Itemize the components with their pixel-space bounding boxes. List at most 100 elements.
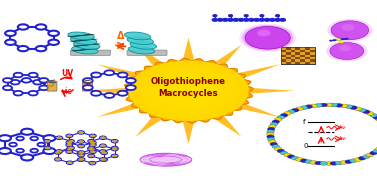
- Bar: [296, 57, 300, 59]
- Circle shape: [300, 159, 308, 163]
- Circle shape: [112, 148, 117, 150]
- Circle shape: [336, 39, 339, 41]
- Circle shape: [350, 159, 357, 163]
- Circle shape: [315, 161, 322, 165]
- FancyBboxPatch shape: [83, 81, 92, 91]
- Ellipse shape: [128, 46, 155, 54]
- Circle shape: [305, 105, 313, 108]
- Circle shape: [89, 150, 96, 153]
- Circle shape: [370, 113, 377, 117]
- Bar: [296, 62, 300, 64]
- Circle shape: [375, 147, 377, 151]
- Circle shape: [112, 155, 117, 157]
- Bar: [305, 52, 310, 55]
- Circle shape: [66, 134, 73, 138]
- Circle shape: [296, 158, 303, 161]
- Ellipse shape: [124, 32, 151, 40]
- Circle shape: [366, 153, 374, 157]
- Circle shape: [104, 93, 114, 98]
- Bar: [291, 55, 296, 57]
- Circle shape: [132, 62, 245, 119]
- Circle shape: [331, 21, 369, 40]
- Bar: [300, 57, 305, 59]
- Bar: [310, 62, 315, 64]
- Bar: [286, 52, 291, 55]
- Circle shape: [91, 72, 101, 77]
- Bar: [310, 47, 315, 50]
- Bar: [305, 47, 310, 50]
- Circle shape: [36, 24, 46, 30]
- Circle shape: [67, 151, 72, 153]
- Circle shape: [79, 158, 84, 160]
- Bar: [281, 47, 315, 64]
- Circle shape: [287, 155, 295, 159]
- Circle shape: [67, 144, 72, 146]
- Circle shape: [56, 158, 60, 160]
- Ellipse shape: [70, 37, 97, 45]
- Circle shape: [79, 145, 83, 147]
- Bar: [305, 50, 310, 52]
- Circle shape: [212, 19, 218, 21]
- Polygon shape: [182, 38, 195, 64]
- Circle shape: [239, 24, 296, 52]
- Circle shape: [280, 151, 288, 155]
- Text: $h\nu$: $h\nu$: [338, 123, 348, 131]
- Bar: [281, 57, 286, 59]
- Circle shape: [9, 143, 17, 146]
- Circle shape: [29, 73, 38, 77]
- Circle shape: [300, 106, 308, 110]
- Polygon shape: [232, 101, 280, 117]
- Circle shape: [160, 77, 217, 105]
- Bar: [296, 59, 300, 62]
- Circle shape: [66, 147, 73, 151]
- Circle shape: [101, 158, 105, 160]
- Bar: [291, 62, 296, 64]
- Circle shape: [274, 147, 282, 151]
- Bar: [291, 50, 296, 52]
- Circle shape: [270, 122, 277, 126]
- Text: Δ: Δ: [117, 31, 124, 41]
- Circle shape: [21, 129, 33, 135]
- Circle shape: [245, 26, 290, 49]
- Circle shape: [89, 147, 93, 149]
- Circle shape: [350, 106, 357, 110]
- Circle shape: [354, 158, 362, 161]
- Circle shape: [242, 25, 293, 51]
- Bar: [281, 62, 286, 64]
- Ellipse shape: [140, 153, 191, 166]
- Bar: [300, 55, 305, 57]
- Circle shape: [18, 24, 28, 30]
- Circle shape: [102, 159, 106, 161]
- Circle shape: [67, 146, 74, 150]
- Circle shape: [78, 131, 84, 134]
- Polygon shape: [243, 88, 294, 94]
- Bar: [305, 55, 310, 57]
- Bar: [300, 47, 305, 50]
- Polygon shape: [136, 113, 167, 137]
- Circle shape: [39, 86, 48, 90]
- Circle shape: [373, 115, 377, 119]
- Circle shape: [257, 30, 271, 36]
- Bar: [305, 62, 310, 64]
- Bar: [296, 50, 300, 52]
- Bar: [300, 52, 305, 55]
- Circle shape: [267, 132, 274, 136]
- Bar: [286, 57, 291, 59]
- Circle shape: [3, 78, 12, 83]
- Bar: [296, 55, 300, 57]
- Circle shape: [310, 104, 317, 108]
- Circle shape: [277, 149, 285, 153]
- Circle shape: [83, 78, 93, 83]
- Circle shape: [66, 141, 73, 144]
- Bar: [286, 59, 291, 62]
- Bar: [286, 62, 291, 64]
- Circle shape: [330, 103, 338, 107]
- Bar: [291, 52, 296, 55]
- Circle shape: [90, 151, 95, 153]
- Circle shape: [45, 147, 50, 149]
- Circle shape: [89, 141, 96, 144]
- Circle shape: [89, 148, 93, 150]
- Circle shape: [29, 91, 38, 95]
- Bar: [300, 62, 305, 64]
- Circle shape: [330, 43, 364, 60]
